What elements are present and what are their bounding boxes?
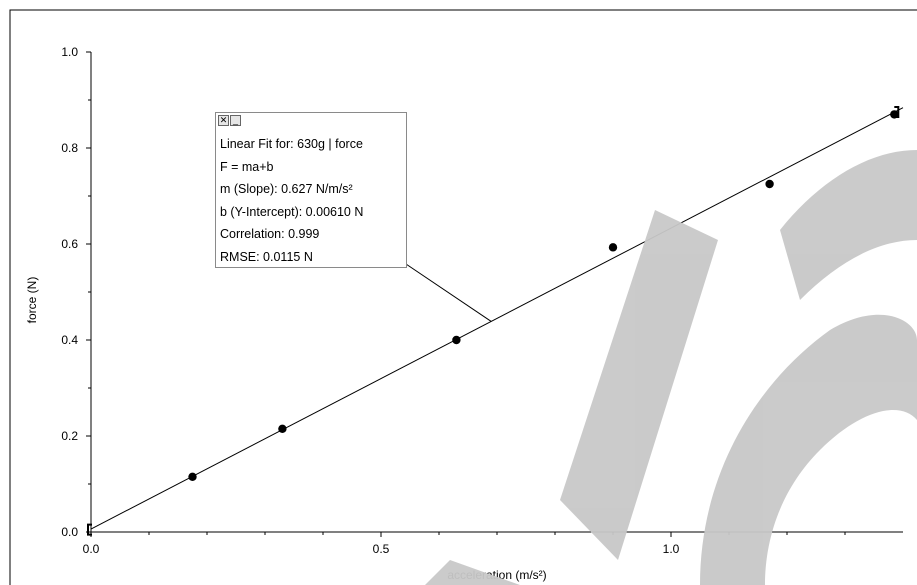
annotation-leader-line — [402, 261, 492, 322]
x-tick-label: 0.5 — [373, 542, 390, 556]
close-icon[interactable]: ✕ — [218, 115, 229, 126]
data-point — [452, 335, 461, 345]
data-point — [608, 243, 618, 252]
annotation-controls: ✕ _ — [218, 115, 241, 127]
x-tick-label: 1.0 — [663, 542, 680, 556]
y-tick-label: 0.2 — [61, 429, 78, 443]
y-tick-label: 0.6 — [61, 237, 78, 251]
y-tick-label: 1.0 — [61, 45, 78, 59]
fit-rmse: RMSE: 0.0115 N — [220, 249, 313, 264]
y-tick-label: 0.4 — [61, 333, 78, 347]
annotation-text: Linear Fit for: 630g | force F = ma+b m … — [220, 133, 363, 268]
chart-frame — [9, 9, 917, 585]
data-point — [278, 424, 287, 433]
data-point — [765, 179, 774, 189]
fit-correlation: Correlation: 0.999 — [220, 227, 320, 241]
y-axis-label: force (N) — [25, 277, 39, 324]
data-point — [188, 472, 197, 481]
fit-title: Linear Fit for: 630g | force — [220, 137, 363, 151]
y-tick-label: 0.8 — [61, 141, 78, 155]
linear-fit-annotation[interactable]: ✕ _ Linear Fit for: 630g | force F = ma+… — [215, 112, 407, 268]
range-start-bracket — [87, 523, 92, 536]
fit-equation: F = ma+b — [220, 159, 274, 174]
x-tick-label: 0.0 — [83, 542, 100, 556]
fit-slope: m (Slope): 0.627 N/m/s² — [220, 182, 353, 196]
fit-layer — [87, 106, 904, 536]
minimize-icon[interactable]: _ — [230, 115, 241, 126]
fit-intercept: b (Y-Intercept): 0.00610 N — [220, 204, 364, 219]
data-point — [890, 110, 899, 119]
y-tick-label: 0.0 — [61, 525, 78, 539]
linear-fit-line — [90, 107, 904, 530]
x-axis-label: acceleration (m/s²) — [447, 568, 546, 582]
